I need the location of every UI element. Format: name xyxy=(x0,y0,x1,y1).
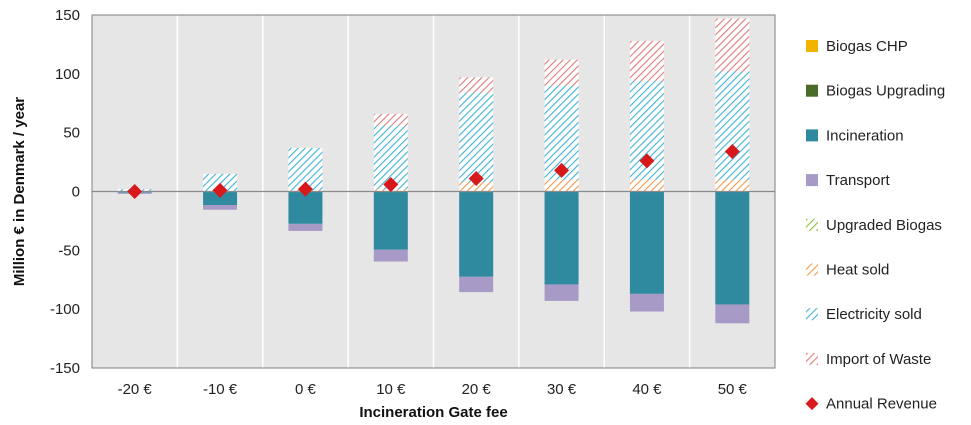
y-tick-label: 100 xyxy=(55,66,80,83)
bar-heat-sold xyxy=(629,179,664,192)
revenue-point xyxy=(724,143,740,159)
bar-incineration xyxy=(715,191,750,305)
bar-incineration xyxy=(629,191,664,294)
y-tick-label: 0 xyxy=(72,184,80,201)
legend-swatch xyxy=(806,174,818,187)
bar-import-of-waste xyxy=(629,40,664,81)
bar-heat-sold xyxy=(715,179,750,192)
y-tick-label: -50 xyxy=(58,242,80,259)
legend-item-upgraded-biogas: Upgraded Biogas xyxy=(806,217,942,234)
x-tick-label: 20 € xyxy=(462,381,492,398)
y-tick-label: 150 xyxy=(55,7,80,24)
legend-label: Upgraded Biogas xyxy=(826,217,942,234)
legend-label: Transport xyxy=(826,172,890,189)
revenue-point xyxy=(383,176,399,192)
bar-incineration xyxy=(288,192,323,224)
revenue-point xyxy=(212,182,228,198)
legend-label: Biogas Upgrading xyxy=(826,83,945,100)
legend-item-biogas-chp: Biogas CHP xyxy=(806,38,908,55)
legend-swatch xyxy=(806,40,818,52)
legend-label: Biogas CHP xyxy=(826,38,908,55)
bar-electricity-sold xyxy=(715,71,750,180)
bar-incineration xyxy=(373,192,408,250)
legend-swatch xyxy=(806,352,818,365)
bar-incineration xyxy=(544,191,579,285)
y-tick-label: -150 xyxy=(50,360,80,377)
bars xyxy=(117,18,750,324)
x-tick-label: 10 € xyxy=(376,381,406,398)
y-tick-labels: -150 -100 -50 0 50 100 150 xyxy=(50,7,80,377)
legend-item-biogas-upgrading: Biogas Upgrading xyxy=(806,83,945,100)
x-tick-label: 30 € xyxy=(547,381,577,398)
bar-transport xyxy=(459,276,494,293)
bar-import-of-waste xyxy=(715,18,750,72)
x-tick-label: 0 € xyxy=(295,381,317,398)
bar-incineration xyxy=(459,192,494,277)
bar-transport xyxy=(544,284,579,301)
legend-swatch xyxy=(806,263,818,276)
legend-label: Import of Waste xyxy=(826,351,931,368)
bar-heat-sold xyxy=(544,179,579,192)
revenue-markers xyxy=(127,143,740,199)
x-tick-labels: -20 € -10 € 0 € 10 € 20 € 30 € 40 € 50 € xyxy=(118,381,748,398)
legend-swatch xyxy=(806,308,818,321)
revenue-point xyxy=(468,171,484,187)
bar-import-of-waste xyxy=(544,59,579,86)
legend-label: Annual Revenue xyxy=(826,396,937,413)
revenue-point xyxy=(297,181,313,197)
legend-item-incineration: Incineration xyxy=(806,127,904,144)
y-tick-label: 50 xyxy=(63,125,80,142)
bar-import-of-waste xyxy=(373,113,408,126)
legend-swatch xyxy=(806,218,818,231)
x-tick-label: 40 € xyxy=(632,381,662,398)
legend-swatch xyxy=(806,129,818,142)
legend-item-heat-sold: Heat sold xyxy=(806,262,889,279)
bar-transport xyxy=(203,205,238,210)
y-axis-title: Million € in Denmark / year xyxy=(11,97,28,286)
legend-item-electricity-sold: Electricity sold xyxy=(806,306,922,323)
legend: Biogas CHP Biogas Upgrading Incineration Tr… xyxy=(805,38,945,413)
bar-electricity-sold xyxy=(203,173,238,192)
revenue-point xyxy=(639,153,655,169)
bar-electricity-sold xyxy=(459,92,494,183)
legend-item-transport: Transport xyxy=(806,172,890,189)
bar-transport xyxy=(373,249,408,262)
bar-transport xyxy=(288,223,323,231)
legend-label: Incineration xyxy=(826,127,904,144)
legend-swatch xyxy=(805,397,819,411)
x-tick-label: 50 € xyxy=(718,381,748,398)
legend-label: Electricity sold xyxy=(826,306,922,323)
bar-heat-sold xyxy=(459,182,494,192)
x-tick-label: -20 € xyxy=(118,381,153,398)
revenue-point xyxy=(554,162,570,178)
plot-border xyxy=(91,14,776,369)
bar-transport xyxy=(715,304,750,324)
bar-transport xyxy=(629,293,664,312)
x-axis-title: Incineration Gate fee xyxy=(359,404,507,421)
y-tick-label: -100 xyxy=(50,301,80,318)
bar-incineration xyxy=(203,192,238,206)
legend-swatch xyxy=(806,84,818,97)
legend-label: Heat sold xyxy=(826,262,889,279)
bar-import-of-waste xyxy=(459,77,494,93)
revenue-point xyxy=(127,184,143,199)
legend-item-import-of-waste: Import of Waste xyxy=(806,351,931,368)
x-tick-label: -10 € xyxy=(203,381,238,398)
legend-item-annual-revenue: Annual Revenue xyxy=(805,396,937,413)
